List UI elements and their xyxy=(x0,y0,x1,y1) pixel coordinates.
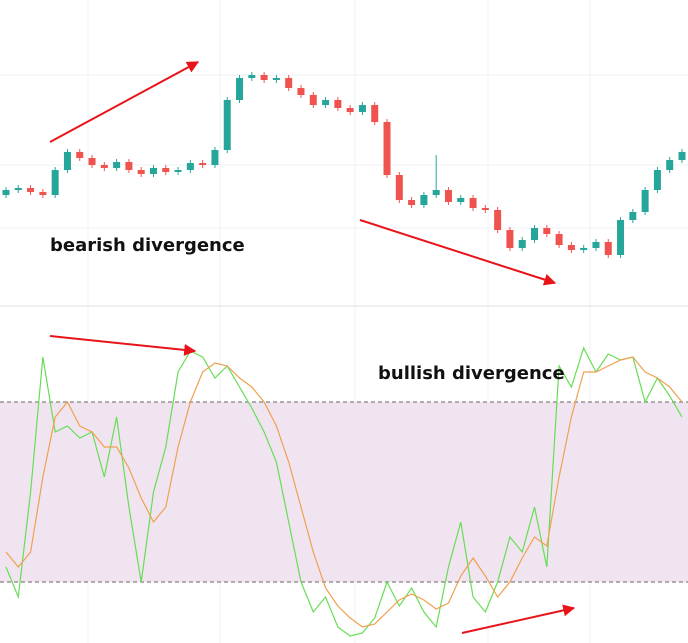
candle-body xyxy=(580,248,588,250)
candle-body xyxy=(629,212,637,220)
candle-body xyxy=(469,198,477,208)
candle-body xyxy=(678,152,686,160)
candle-body xyxy=(617,220,625,255)
candle-body xyxy=(76,152,84,158)
candle-body xyxy=(641,190,649,212)
candle-body xyxy=(248,75,256,78)
oscillator-panel xyxy=(0,346,688,637)
price-panel xyxy=(2,72,686,258)
candle-body xyxy=(555,234,563,245)
arrows xyxy=(49,61,576,634)
candle-body xyxy=(567,245,575,250)
candle-body xyxy=(334,100,342,108)
candle-body xyxy=(432,190,440,195)
candle-body xyxy=(457,198,465,202)
candle-body xyxy=(395,175,403,200)
candle-body xyxy=(63,152,71,170)
candle-body xyxy=(666,160,674,170)
candle-body xyxy=(506,230,514,248)
candle-body xyxy=(174,170,182,172)
candle-body xyxy=(260,75,268,80)
candle-body xyxy=(604,242,612,255)
candle-body xyxy=(358,105,366,112)
candle-body xyxy=(2,190,10,195)
candle-body xyxy=(27,188,35,192)
candle-body xyxy=(408,200,416,205)
candle-body xyxy=(149,168,157,174)
candle-body xyxy=(420,195,428,205)
candle-body xyxy=(481,208,489,210)
candle-body xyxy=(137,170,145,174)
candle-body xyxy=(223,100,231,150)
candle-body xyxy=(383,122,391,175)
arrow xyxy=(359,219,557,286)
annotation: bearish divergence xyxy=(50,235,245,256)
candle-body xyxy=(125,162,133,170)
annotation: bullish divergence xyxy=(378,363,565,384)
candle-body xyxy=(88,158,96,165)
arrow xyxy=(461,604,576,634)
candle-body xyxy=(518,240,526,248)
candle-body xyxy=(322,100,330,105)
candle-body xyxy=(346,108,354,112)
candle-body xyxy=(113,162,121,168)
candle-body xyxy=(444,190,452,202)
candle-body xyxy=(309,95,317,105)
candle-body xyxy=(199,163,207,165)
band xyxy=(0,402,688,582)
candle-body xyxy=(162,168,170,172)
candle-body xyxy=(531,228,539,240)
arrow xyxy=(49,335,197,356)
candle-body xyxy=(236,78,244,100)
candle-body xyxy=(285,78,293,88)
candle-body xyxy=(39,192,47,195)
oscillator-line xyxy=(5,356,683,628)
candle-body xyxy=(297,88,305,95)
candle-body xyxy=(653,170,661,190)
candle-body xyxy=(543,228,551,234)
candle-body xyxy=(272,78,280,80)
candle-body xyxy=(186,163,194,170)
candle-body xyxy=(100,165,108,168)
candle-body xyxy=(371,105,379,122)
candle-body xyxy=(592,242,600,248)
arrow xyxy=(49,61,200,143)
candle-body xyxy=(494,210,502,230)
oscillator-line xyxy=(5,346,683,637)
candle-body xyxy=(51,170,59,195)
candle-body xyxy=(211,150,219,165)
candle-body xyxy=(14,188,22,190)
